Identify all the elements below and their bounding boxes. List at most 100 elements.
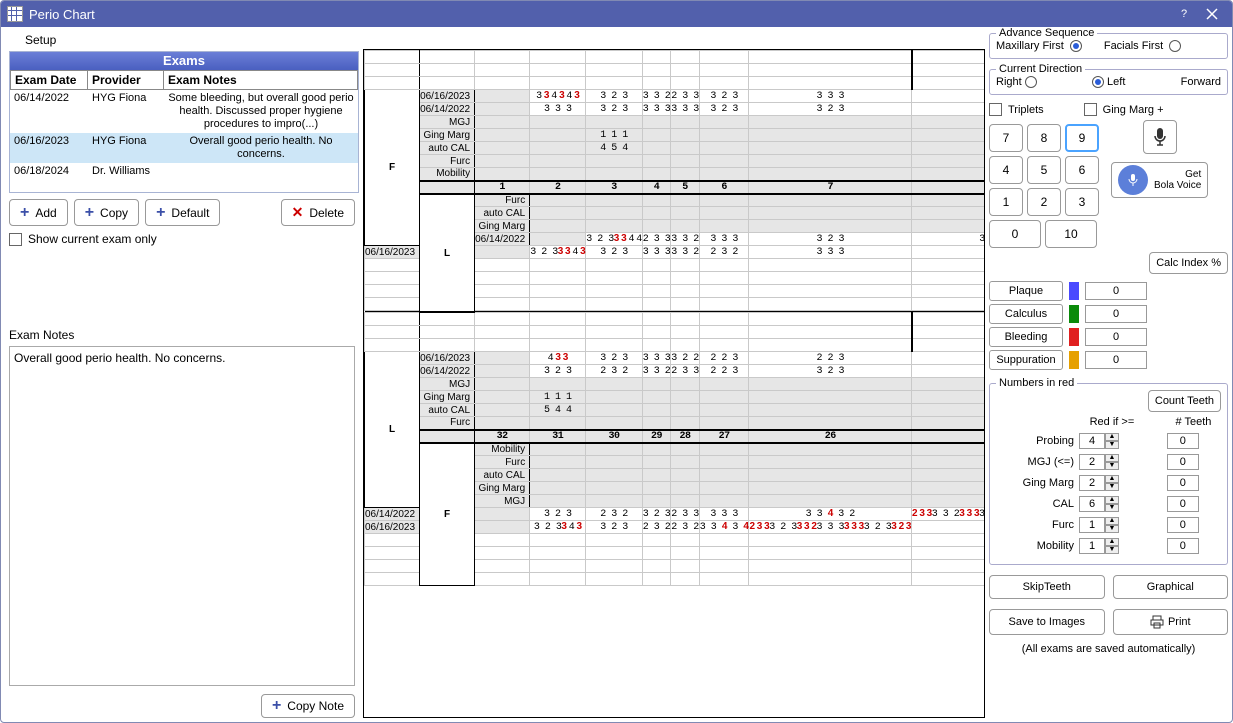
current-direction-group: Current Direction Right Left Forward xyxy=(989,69,1228,95)
show-current-label: Show current exam only xyxy=(28,232,157,246)
teethcount-CAL: 0 xyxy=(1167,496,1199,512)
exam-notes-label: Exam Notes xyxy=(9,328,359,342)
delete-button[interactable]: ✕Delete xyxy=(281,199,355,226)
redif-CAL-input[interactable] xyxy=(1079,496,1105,512)
bola-top: Get xyxy=(1185,169,1201,180)
copy-button[interactable]: + Copy xyxy=(74,199,139,226)
teethcount-Probing: 0 xyxy=(1167,433,1199,449)
show-current-checkbox[interactable] xyxy=(9,233,22,246)
help-button[interactable]: ? xyxy=(1170,4,1198,24)
plus-icon: + xyxy=(272,700,281,712)
graphical-button[interactable]: Graphical xyxy=(1113,575,1229,599)
index-bleeding-button[interactable]: Bleeding xyxy=(989,327,1063,347)
facials-first-radio[interactable] xyxy=(1169,40,1181,52)
skip-teeth-button[interactable]: SkipTeeth xyxy=(989,575,1105,599)
numbers-red-legend: Numbers in red xyxy=(996,377,1077,389)
spin-down[interactable]: ▼ xyxy=(1105,504,1119,512)
copy-note-button[interactable]: +Copy Note xyxy=(261,694,355,718)
numpad-1[interactable]: 1 xyxy=(989,188,1023,216)
default-button[interactable]: +Default xyxy=(145,199,220,226)
numpad-3[interactable]: 3 xyxy=(1065,188,1099,216)
left-label: Left xyxy=(1107,76,1125,88)
index-calculus-button[interactable]: Calculus xyxy=(989,304,1063,324)
numpad-4[interactable]: 4 xyxy=(989,156,1023,184)
redif-Furc-input[interactable] xyxy=(1079,517,1105,533)
numpad-6[interactable]: 6 xyxy=(1065,156,1099,184)
exams-panel: Exams Exam Date Provider Exam Notes 06/1… xyxy=(9,51,359,193)
exam-row[interactable]: 06/18/2024Dr. Williams xyxy=(10,163,358,179)
maxillary-first-radio[interactable] xyxy=(1070,40,1082,52)
add-label: Add xyxy=(35,206,56,220)
plus-icon: + xyxy=(85,207,94,219)
spin-up[interactable]: ▲ xyxy=(1105,538,1119,546)
redif-Ging Marg-input[interactable] xyxy=(1079,475,1105,491)
exam-row[interactable]: 06/14/2022HYG FionaSome bleeding, but ov… xyxy=(10,90,358,133)
numpad-5[interactable]: 5 xyxy=(1027,156,1061,184)
numpad-8[interactable]: 8 xyxy=(1027,124,1061,152)
numpad-7[interactable]: 7 xyxy=(989,124,1023,152)
bola-voice-button[interactable]: GetBola Voice xyxy=(1111,162,1208,198)
swatch-icon xyxy=(1069,305,1079,323)
spin-down[interactable]: ▼ xyxy=(1105,546,1119,554)
printer-icon xyxy=(1150,615,1164,629)
teethcount-Furc: 0 xyxy=(1167,517,1199,533)
spin-up[interactable]: ▲ xyxy=(1105,475,1119,483)
exam-notes-textarea[interactable]: Overall good perio health. No concerns. xyxy=(9,346,355,686)
numbers-in-red-group: Numbers in red Count Teeth Red if >=# Te… xyxy=(989,383,1228,565)
exams-list[interactable]: 06/14/2022HYG FionaSome bleeding, but ov… xyxy=(10,90,358,192)
numpad: 789 456 123 xyxy=(989,124,1099,216)
index-plaque-button[interactable]: Plaque xyxy=(989,281,1063,301)
spin-up[interactable]: ▲ xyxy=(1105,517,1119,525)
microphone-button[interactable] xyxy=(1143,120,1177,154)
autosave-note: (All exams are saved automatically) xyxy=(989,643,1228,655)
direction-legend: Current Direction xyxy=(996,63,1085,75)
numpad-10[interactable]: 10 xyxy=(1045,220,1097,248)
copy-label: Copy xyxy=(100,206,128,220)
col-exam-notes: Exam Notes xyxy=(164,70,358,90)
bola-bot: Bola Voice xyxy=(1154,180,1201,191)
close-button[interactable] xyxy=(1198,4,1226,24)
app-icon xyxy=(7,6,23,22)
redif-Probing-input[interactable] xyxy=(1079,433,1105,449)
swatch-icon xyxy=(1069,351,1079,369)
index-plaque-value: 0 xyxy=(1085,282,1147,300)
advance-sequence-group: Advance Sequence Maxillary First Facials… xyxy=(989,33,1228,59)
spin-down[interactable]: ▼ xyxy=(1105,462,1119,470)
index-suppuration-button[interactable]: Suppuration xyxy=(989,350,1063,370)
titlebar: Perio Chart ? xyxy=(1,1,1232,27)
triplets-checkbox[interactable] xyxy=(989,103,1002,116)
facials-first-label: Facials First xyxy=(1104,40,1163,52)
right-radio[interactable] xyxy=(1025,76,1037,88)
gingmarg-plus-checkbox[interactable] xyxy=(1084,103,1097,116)
numpad-2[interactable]: 2 xyxy=(1027,188,1061,216)
numpad-0[interactable]: 0 xyxy=(989,220,1041,248)
exams-columns: Exam Date Provider Exam Notes xyxy=(10,70,358,90)
left-radio[interactable] xyxy=(1092,76,1104,88)
print-button[interactable]: Print xyxy=(1113,609,1229,635)
redif-Mobility-input[interactable] xyxy=(1079,538,1105,554)
spin-up[interactable]: ▲ xyxy=(1105,496,1119,504)
spin-up[interactable]: ▲ xyxy=(1105,433,1119,441)
maxillary-first-label: Maxillary First xyxy=(996,40,1064,52)
redif-MGJ (<=)-input[interactable] xyxy=(1079,454,1105,470)
perio-chart[interactable]: F06/16/20233 3 4 3 4 33 2 33 3 22 3 33 2… xyxy=(363,49,985,718)
default-label: Default xyxy=(171,206,209,220)
index-bleeding-value: 0 xyxy=(1085,328,1147,346)
swatch-icon xyxy=(1069,282,1079,300)
teethcount-MGJ (<=): 0 xyxy=(1167,454,1199,470)
plus-icon: + xyxy=(20,207,29,219)
spin-down[interactable]: ▼ xyxy=(1105,525,1119,533)
index-suppuration-value: 0 xyxy=(1085,351,1147,369)
calc-index-button[interactable]: Calc Index % xyxy=(1149,252,1228,274)
save-to-images-button[interactable]: Save to Images xyxy=(989,609,1105,635)
exam-row[interactable]: 06/16/2023HYG FionaOverall good perio he… xyxy=(10,133,358,163)
numpad-9[interactable]: 9 xyxy=(1065,124,1099,152)
spin-down[interactable]: ▼ xyxy=(1105,483,1119,491)
swatch-icon xyxy=(1069,328,1079,346)
add-button[interactable]: + Add xyxy=(9,199,68,226)
index-calculus-value: 0 xyxy=(1085,305,1147,323)
spin-up[interactable]: ▲ xyxy=(1105,454,1119,462)
spin-down[interactable]: ▼ xyxy=(1105,441,1119,449)
delete-label: Delete xyxy=(309,206,344,220)
count-teeth-button[interactable]: Count Teeth xyxy=(1148,390,1221,412)
